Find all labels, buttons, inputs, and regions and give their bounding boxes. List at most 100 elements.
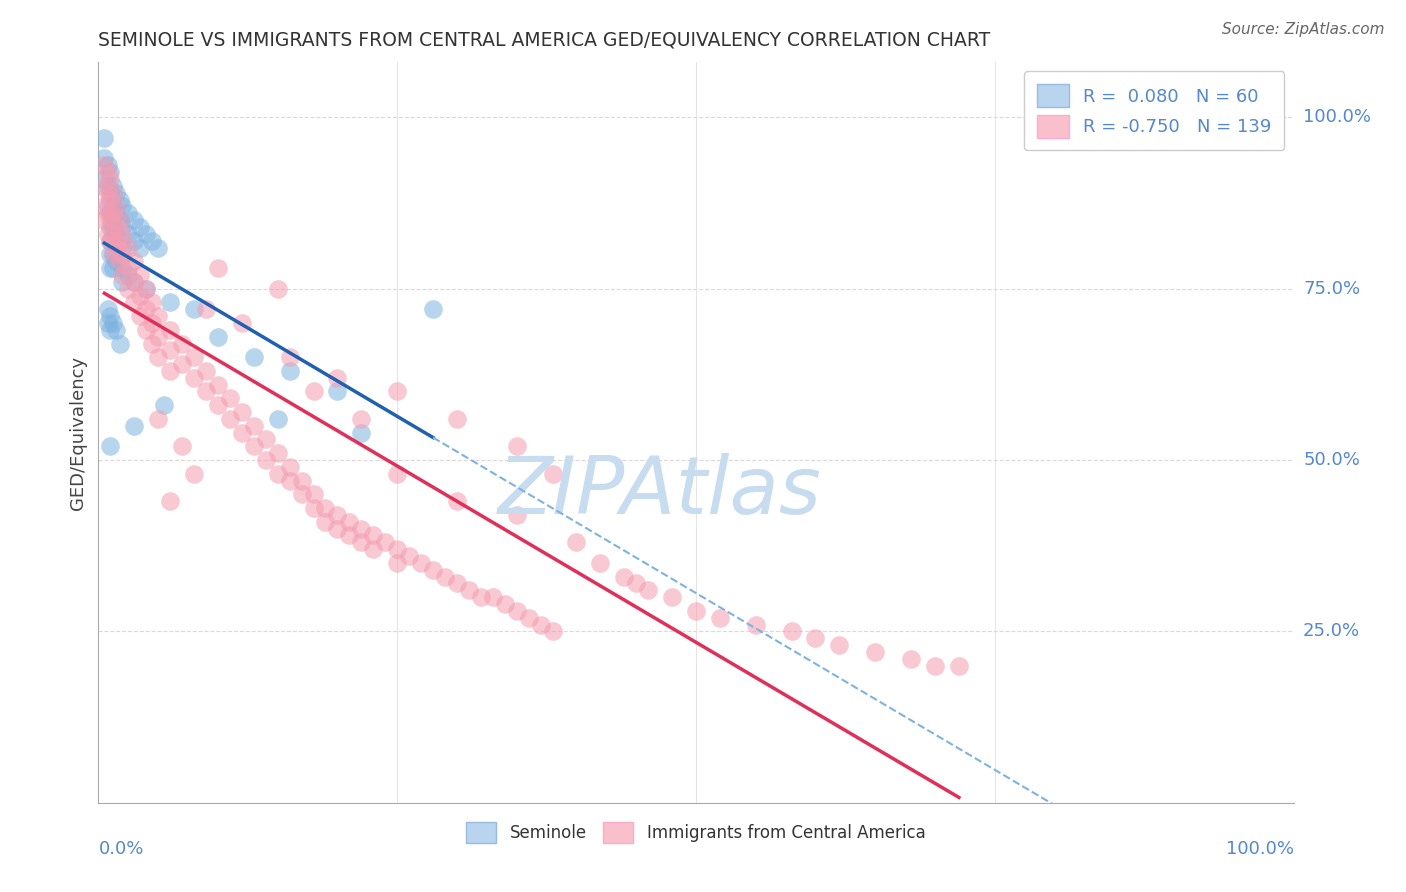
Point	[141, 316, 163, 330]
Point	[93, 178, 115, 193]
Point	[183, 467, 205, 481]
Point	[506, 604, 529, 618]
Point	[129, 309, 152, 323]
Point	[124, 418, 146, 433]
Point	[98, 323, 122, 337]
Point	[98, 219, 122, 234]
Point	[207, 329, 229, 343]
Point	[470, 590, 492, 604]
Point	[350, 412, 373, 426]
Point	[153, 398, 176, 412]
Point	[195, 302, 218, 317]
Point	[124, 234, 146, 248]
Point	[350, 425, 373, 440]
Point	[98, 165, 122, 179]
Point	[141, 336, 163, 351]
Point	[129, 288, 152, 302]
Point	[231, 405, 253, 419]
Point	[446, 412, 468, 426]
Point	[278, 474, 301, 488]
Point	[97, 186, 120, 200]
Point	[637, 583, 659, 598]
Point	[207, 398, 229, 412]
Point	[97, 165, 120, 179]
Point	[105, 186, 128, 200]
Text: 50.0%: 50.0%	[1303, 451, 1360, 469]
Point	[183, 350, 205, 364]
Point	[111, 247, 134, 261]
Point	[828, 638, 851, 652]
Point	[411, 556, 433, 570]
Point	[101, 261, 124, 276]
Point	[101, 178, 124, 193]
Point	[434, 569, 457, 583]
Point	[97, 206, 120, 220]
Point	[661, 590, 683, 604]
Point	[278, 459, 301, 474]
Point	[101, 227, 124, 241]
Point	[446, 494, 468, 508]
Point	[124, 275, 146, 289]
Point	[117, 227, 139, 241]
Point	[105, 240, 128, 255]
Point	[243, 439, 266, 453]
Point	[117, 268, 139, 282]
Point	[481, 590, 505, 604]
Point	[93, 172, 115, 186]
Point	[422, 302, 444, 317]
Text: ZIPAtlas: ZIPAtlas	[498, 453, 823, 531]
Point	[111, 227, 134, 241]
Point	[111, 268, 134, 282]
Point	[231, 316, 253, 330]
Point	[900, 652, 922, 666]
Point	[111, 261, 134, 276]
Point	[385, 556, 409, 570]
Point	[124, 254, 146, 268]
Point	[159, 295, 181, 310]
Point	[101, 206, 124, 220]
Point	[93, 158, 115, 172]
Point	[135, 323, 157, 337]
Point	[159, 343, 181, 358]
Point	[326, 371, 349, 385]
Point	[267, 412, 290, 426]
Point	[924, 658, 946, 673]
Point	[129, 240, 152, 255]
Point	[219, 392, 242, 406]
Point	[219, 412, 242, 426]
Point	[148, 309, 170, 323]
Point	[207, 261, 229, 276]
Point	[135, 282, 157, 296]
Point	[302, 384, 325, 399]
Point	[105, 323, 128, 337]
Point	[302, 487, 325, 501]
Y-axis label: GED/Equivalency: GED/Equivalency	[69, 356, 87, 509]
Point	[398, 549, 420, 563]
Point	[117, 206, 139, 220]
Point	[948, 658, 970, 673]
Point	[111, 275, 134, 289]
Point	[183, 371, 205, 385]
Point	[108, 213, 131, 227]
Point	[135, 282, 157, 296]
Point	[98, 234, 122, 248]
Text: 25.0%: 25.0%	[1303, 623, 1360, 640]
Point	[195, 384, 218, 399]
Point	[101, 247, 124, 261]
Point	[291, 474, 314, 488]
Point	[148, 240, 170, 255]
Point	[108, 193, 131, 207]
Point	[141, 295, 163, 310]
Point	[506, 508, 529, 522]
Point	[97, 158, 120, 172]
Point	[93, 199, 115, 213]
Point	[326, 508, 349, 522]
Point	[98, 439, 122, 453]
Point	[865, 645, 887, 659]
Text: Source: ZipAtlas.com: Source: ZipAtlas.com	[1222, 22, 1385, 37]
Point	[93, 131, 115, 145]
Point	[363, 542, 385, 557]
Point	[98, 206, 122, 220]
Point	[326, 384, 349, 399]
Text: SEMINOLE VS IMMIGRANTS FROM CENTRAL AMERICA GED/EQUIVALENCY CORRELATION CHART: SEMINOLE VS IMMIGRANTS FROM CENTRAL AMER…	[98, 30, 991, 50]
